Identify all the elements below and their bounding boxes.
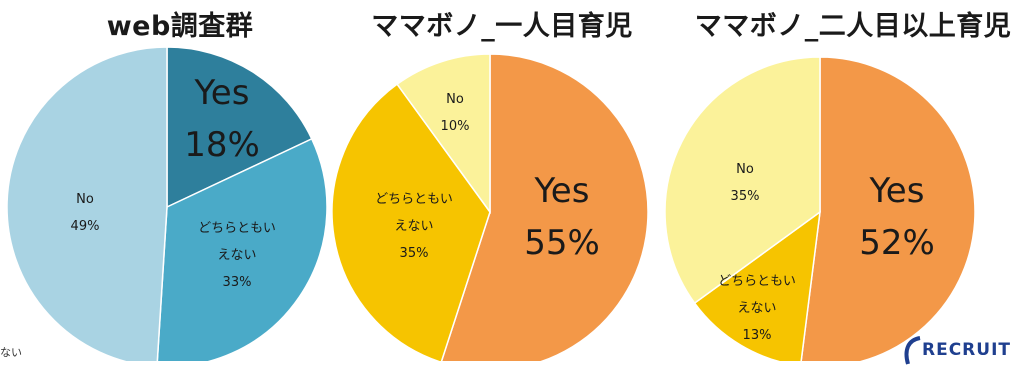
pie-chart-first-child: Yes 55% どちらともいえない 35% No 10% <box>331 53 649 361</box>
pie-slice-0-0 <box>166 46 313 209</box>
pie-slice-1-1 <box>331 83 491 361</box>
chart-title-web: web調査群 <box>106 11 254 42</box>
pie-chart-web: Yes 18% どちらともいえない 33% No 49% <box>6 46 328 361</box>
slice-label-0-0: Yes 18% <box>184 73 260 165</box>
footer-left-text: ない <box>0 346 22 359</box>
slice-label-0-1: どちらともいえない 33% <box>198 221 276 290</box>
slice-label-2-0: Yes 52% <box>859 171 935 263</box>
slice-label-2-1: どちらともいえない 13% <box>718 274 796 343</box>
chart-title-first-child: ママボノ_一人目育児 <box>371 11 633 42</box>
recruit-logo: RECRUIT <box>902 334 1030 374</box>
pie-slice-2-0 <box>800 56 976 361</box>
pie-slice-1-2 <box>396 53 491 215</box>
logo-text: RECRUIT <box>922 340 1011 360</box>
pie-slice-2-2 <box>664 56 821 305</box>
slice-label-1-0: Yes 55% <box>524 171 600 263</box>
pie-slice-1-0 <box>440 53 649 361</box>
slice-label-1-1: どちらともいえない 35% <box>375 192 453 261</box>
slice-label-1-2: No 10% <box>441 92 470 134</box>
pie-charts: Yes 18% どちらともいえない 33% No 49% Yes 55% どちらともいえない 3… <box>6 46 976 361</box>
pie-slice-0-1 <box>156 137 328 361</box>
pie-slice-2-1 <box>693 210 821 361</box>
slice-label-2-2: No 35% <box>731 162 760 204</box>
slice-label-0-2: No 49% <box>71 192 100 234</box>
pie-chart-second-child: Yes 52% どちらともいえない 13% No 35% <box>664 56 976 361</box>
pie-slice-0-2 <box>6 46 168 361</box>
chart-title-second-child: ママボノ_二人目以上育児 <box>694 11 1012 42</box>
